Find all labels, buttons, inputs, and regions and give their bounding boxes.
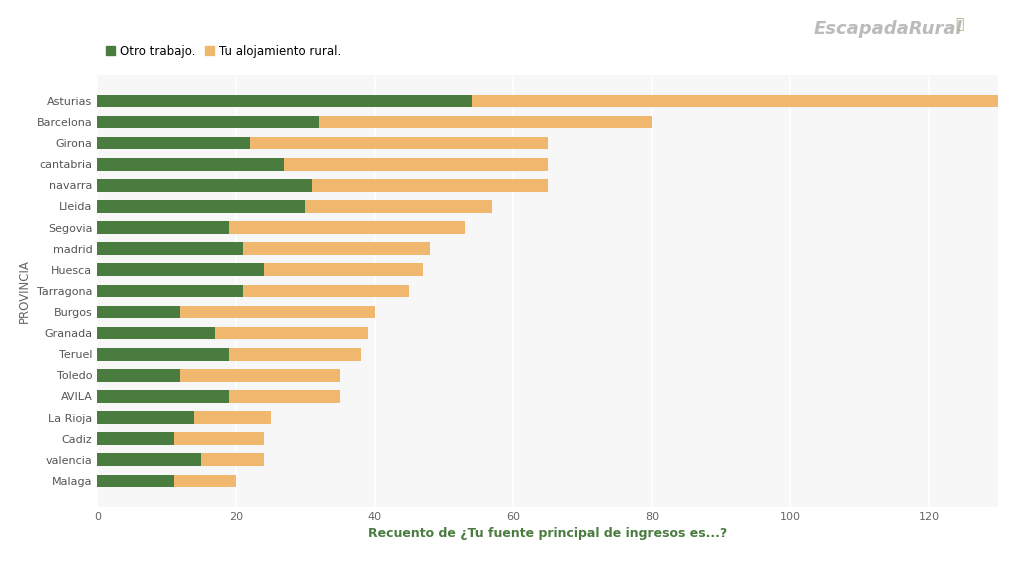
Bar <box>97 116 319 128</box>
Bar <box>180 369 340 382</box>
Bar <box>97 158 285 170</box>
Text: EscapadaRural: EscapadaRural <box>814 20 963 38</box>
Bar <box>319 116 652 128</box>
Bar <box>229 390 340 403</box>
Bar <box>243 242 430 255</box>
Bar <box>173 433 263 445</box>
Bar <box>215 327 368 339</box>
Bar <box>202 453 263 466</box>
Bar <box>263 263 423 276</box>
Bar <box>97 221 229 234</box>
Bar <box>97 475 173 487</box>
Bar <box>312 179 548 192</box>
Bar <box>250 137 548 149</box>
Bar <box>472 94 1013 107</box>
Bar <box>97 242 243 255</box>
Legend: Otro trabajo., Tu alojamiento rural.: Otro trabajo., Tu alojamiento rural. <box>103 43 343 60</box>
Bar <box>97 369 180 382</box>
Bar <box>173 475 236 487</box>
Bar <box>97 433 173 445</box>
Bar <box>97 390 229 403</box>
X-axis label: Recuento de ¿Tu fuente principal de ingresos es...?: Recuento de ¿Tu fuente principal de ingr… <box>369 527 727 540</box>
Bar <box>97 348 229 361</box>
Bar <box>195 411 270 424</box>
Bar <box>229 348 360 361</box>
Bar <box>285 158 548 170</box>
Bar <box>97 327 215 339</box>
Bar <box>97 179 312 192</box>
Bar <box>97 285 243 297</box>
Bar <box>229 221 465 234</box>
Bar <box>97 137 250 149</box>
Bar <box>97 453 202 466</box>
Bar <box>97 306 180 319</box>
Bar <box>305 200 493 213</box>
Bar <box>97 411 195 424</box>
Bar <box>97 94 472 107</box>
Bar <box>97 200 305 213</box>
Bar <box>180 306 375 319</box>
Bar <box>243 285 410 297</box>
Y-axis label: PROVINCIA: PROVINCIA <box>18 259 31 323</box>
Text: 🌿: 🌿 <box>955 17 964 31</box>
Bar <box>97 263 263 276</box>
